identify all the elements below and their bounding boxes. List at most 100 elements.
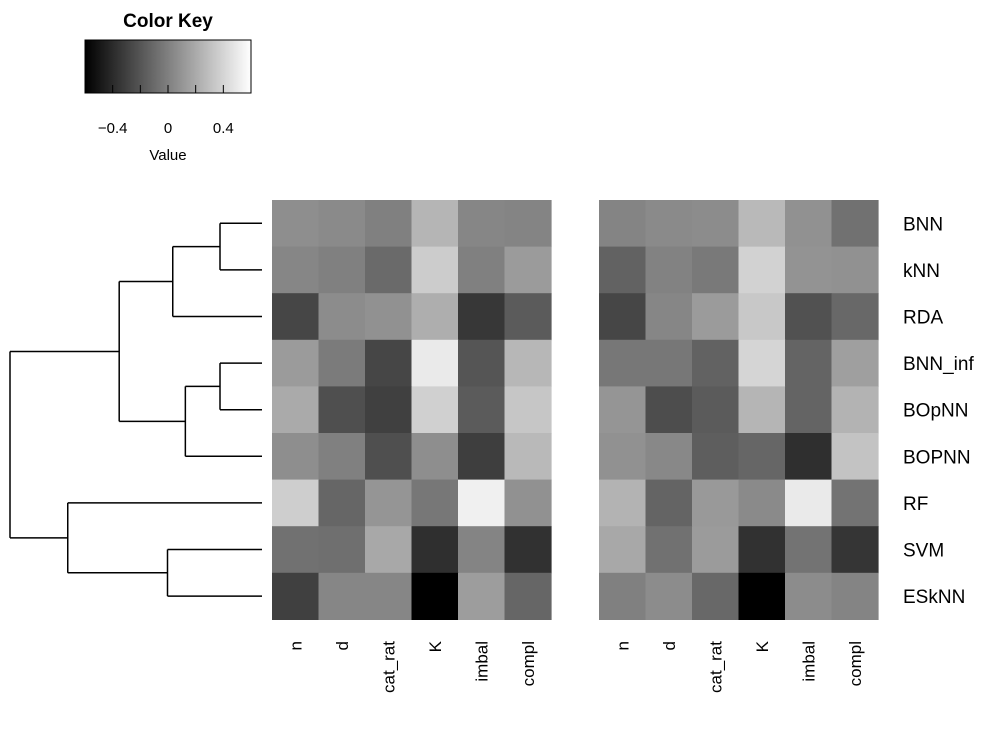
heatmap-cell-left-BNN_inf-d	[318, 339, 366, 387]
heatmap-cell-right-ESkNN-compl	[831, 572, 879, 620]
heatmap-cell-right-BOpNN-compl	[831, 386, 879, 434]
heatmap-cell-right-BOPNN-imbal	[785, 433, 833, 481]
heatmap-cell-left-kNN-K	[411, 246, 459, 294]
heatmap-cell-left-kNN-d	[318, 246, 366, 294]
row-label: kNN	[903, 261, 940, 282]
heatmap-cell-right-SVM-d	[645, 526, 693, 574]
heatmap-cell-right-kNN-cat_rat	[692, 246, 740, 294]
heatmap-cell-left-BOpNN-imbal	[458, 386, 506, 434]
heatmap-cell-left-kNN-imbal	[458, 246, 506, 294]
heatmap-cell-right-BOpNN-n	[599, 386, 647, 434]
color-key-tick-label: 0.4	[213, 120, 234, 137]
heatmap-cell-right-kNN-imbal	[785, 246, 833, 294]
heatmap-cell-left-SVM-cat_rat	[365, 526, 413, 574]
heatmap-cell-right-BOPNN-n	[599, 433, 647, 481]
row-labels: BNN kNN RDA BNN_inf BOpNN BOPNN RF SVM ESkNN	[903, 214, 974, 608]
heatmap-cell-left-BNN-d	[318, 200, 366, 248]
heatmap-cell-left-RDA-K	[411, 293, 459, 341]
heatmap-cell-right-BOPNN-compl	[831, 433, 879, 481]
heatmap-cell-left-BOPNN-n	[272, 433, 320, 481]
heatmap-cell-right-BOPNN-d	[645, 433, 693, 481]
row-dendrogram	[9, 222, 262, 597]
heatmap-cell-right-RF-K	[738, 479, 786, 527]
heatmap-cell-right-RF-d	[645, 479, 693, 527]
heatmap-cell-left-ESkNN-K	[411, 572, 459, 620]
heatmap-cell-left-BNN_inf-K	[411, 339, 459, 387]
heatmap-panel-left	[272, 200, 552, 620]
row-label: SVM	[903, 541, 944, 562]
color-key-tick-label: −0.4	[98, 120, 128, 137]
heatmap-cell-right-BOpNN-cat_rat	[692, 386, 740, 434]
heatmap-cell-left-BOpNN-K	[411, 386, 459, 434]
heatmap-cell-right-ESkNN-K	[738, 572, 786, 620]
heatmap-cell-left-RDA-imbal	[458, 293, 506, 341]
row-label: RDA	[903, 308, 943, 329]
heatmap-cell-right-kNN-compl	[831, 246, 879, 294]
heatmap-cell-left-RF-cat_rat	[365, 479, 413, 527]
heatmap-cell-left-SVM-n	[272, 526, 320, 574]
row-label: BNN	[903, 214, 943, 235]
column-label: K	[426, 640, 445, 652]
heatmap-cell-right-kNN-K	[738, 246, 786, 294]
heatmap-cell-right-RDA-compl	[831, 293, 879, 341]
heatmap-cell-right-RF-compl	[831, 479, 879, 527]
heatmap-cell-left-kNN-n	[272, 246, 320, 294]
heatmap-cell-left-kNN-cat_rat	[365, 246, 413, 294]
heatmap-cell-left-BNN-compl	[504, 200, 552, 248]
heatmap-cell-right-RDA-cat_rat	[692, 293, 740, 341]
heatmap-cell-right-BNN-compl	[831, 200, 879, 248]
heatmap-cell-right-BNN_inf-compl	[831, 339, 879, 387]
heatmap-cell-right-BNN_inf-K	[738, 339, 786, 387]
heatmap-cell-right-BNN_inf-d	[645, 339, 693, 387]
heatmap-cell-right-ESkNN-n	[599, 572, 647, 620]
heatmap-cell-right-RF-cat_rat	[692, 479, 740, 527]
heatmap-cell-right-BOpNN-imbal	[785, 386, 833, 434]
heatmap-cell-left-BNN-K	[411, 200, 459, 248]
heatmap-cell-right-BNN-K	[738, 200, 786, 248]
heatmap-cell-left-BNN-cat_rat	[365, 200, 413, 248]
color-key-title: Color Key	[123, 11, 213, 32]
color-key-xlabel: Value	[149, 147, 186, 164]
heatmap-cell-right-SVM-imbal	[785, 526, 833, 574]
heatmap-cell-left-BNN-imbal	[458, 200, 506, 248]
heatmap-cell-right-BOpNN-d	[645, 386, 693, 434]
heatmap-cell-left-ESkNN-d	[318, 572, 366, 620]
color-key-tick-label: 0	[164, 120, 172, 137]
column-label: imbal	[472, 641, 491, 682]
color-key-ticks	[112, 85, 224, 93]
heatmap-cell-left-BOPNN-cat_rat	[365, 433, 413, 481]
heatmap-cell-right-RDA-K	[738, 293, 786, 341]
heatmap-cell-right-ESkNN-imbal	[785, 572, 833, 620]
heatmap-cell-left-SVM-compl	[504, 526, 552, 574]
heatmap-cell-right-SVM-cat_rat	[692, 526, 740, 574]
heatmap-cell-left-SVM-K	[411, 526, 459, 574]
column-label: d	[660, 641, 679, 650]
column-label: imbal	[799, 641, 818, 682]
heatmap-cell-left-BOpNN-cat_rat	[365, 386, 413, 434]
heatmap-cell-right-BNN-n	[599, 200, 647, 248]
heatmap-cell-left-BOPNN-d	[318, 433, 366, 481]
heatmap-cell-right-kNN-d	[645, 246, 693, 294]
heatmap-cell-left-BOPNN-imbal	[458, 433, 506, 481]
column-label: n	[613, 641, 632, 650]
column-label: compl	[519, 641, 538, 686]
color-key-gradient	[84, 39, 252, 94]
row-label: BOpNN	[903, 401, 968, 422]
heatmap-cell-left-ESkNN-imbal	[458, 572, 506, 620]
heatmap-cell-left-BOpNN-n	[272, 386, 320, 434]
heatmap-cell-left-kNN-compl	[504, 246, 552, 294]
heatmap-cell-left-RDA-n	[272, 293, 320, 341]
color-key: Color Key −0.4 0 0.4 Value	[84, 11, 252, 164]
heatmap-cell-left-ESkNN-compl	[504, 572, 552, 620]
row-label: BOPNN	[903, 447, 971, 468]
heatmap-cell-left-BNN_inf-cat_rat	[365, 339, 413, 387]
heatmap-cell-right-BNN_inf-cat_rat	[692, 339, 740, 387]
heatmap-cell-right-BNN_inf-n	[599, 339, 647, 387]
heatmap-cell-left-RDA-d	[318, 293, 366, 341]
heatmap-cell-left-BOpNN-compl	[504, 386, 552, 434]
heatmap-cell-left-ESkNN-n	[272, 572, 320, 620]
heatmap-cell-right-RDA-n	[599, 293, 647, 341]
heatmap-cell-right-BOPNN-cat_rat	[692, 433, 740, 481]
